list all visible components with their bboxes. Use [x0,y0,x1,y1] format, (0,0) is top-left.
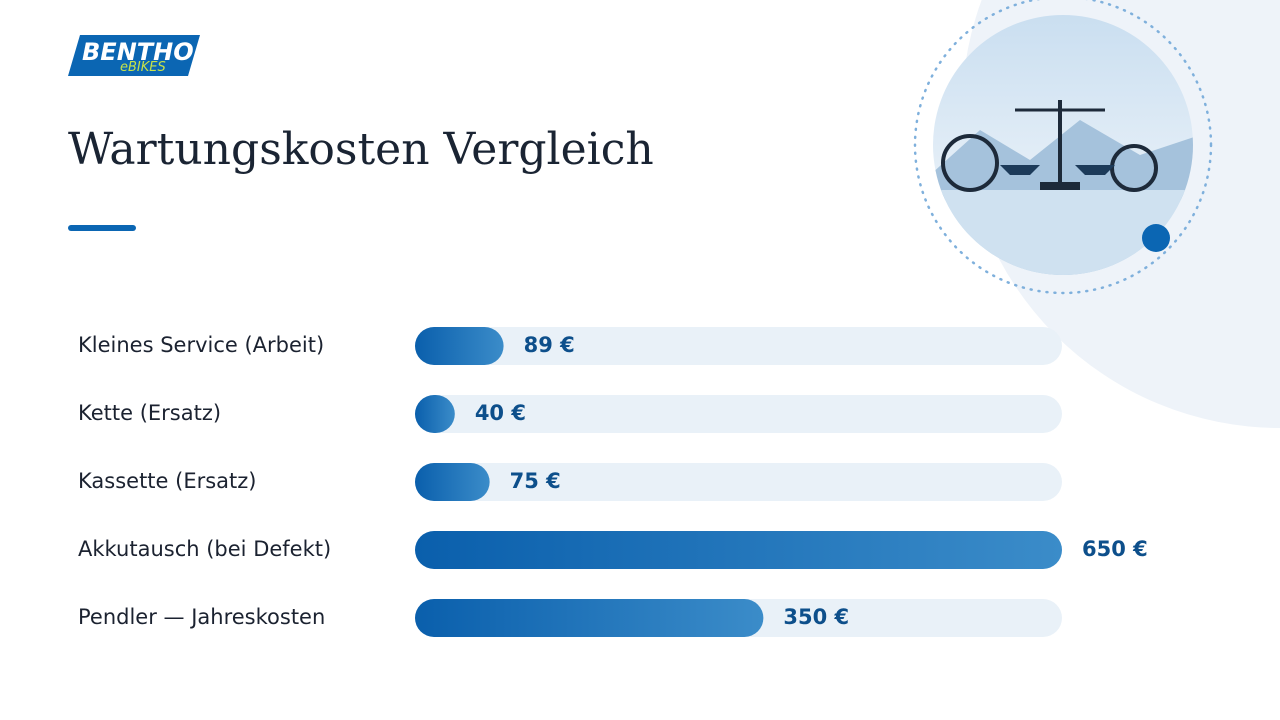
bar-track [415,463,1062,501]
value-label: 89 € [524,333,575,357]
category-label: Akkutausch (bei Defekt) [78,537,331,561]
title-underline [68,225,136,231]
category-label: Kleines Service (Arbeit) [78,333,324,357]
bar-track [415,327,1062,365]
dotted-ring [913,0,1213,295]
value-label: 350 € [783,605,849,629]
logo-brand: BENTHO [82,38,194,66]
logo-badge [68,35,200,76]
logo-sub: eBIKES [120,60,166,75]
value-label: 40 € [475,401,526,425]
category-label: Pendler — Jahreskosten [78,605,325,629]
chart-title: Wartungskosten Vergleich [68,124,654,175]
category-label: Kassette (Ersatz) [78,469,257,493]
bar [415,463,490,501]
bar [415,531,1062,569]
value-label: 650 € [1082,537,1148,561]
accent-dot [1142,224,1170,252]
bar [415,395,455,433]
category-label: Kette (Ersatz) [78,401,221,425]
value-label: 75 € [510,469,561,493]
bar [415,599,764,637]
bar-track [415,395,1062,433]
bar [415,327,504,365]
